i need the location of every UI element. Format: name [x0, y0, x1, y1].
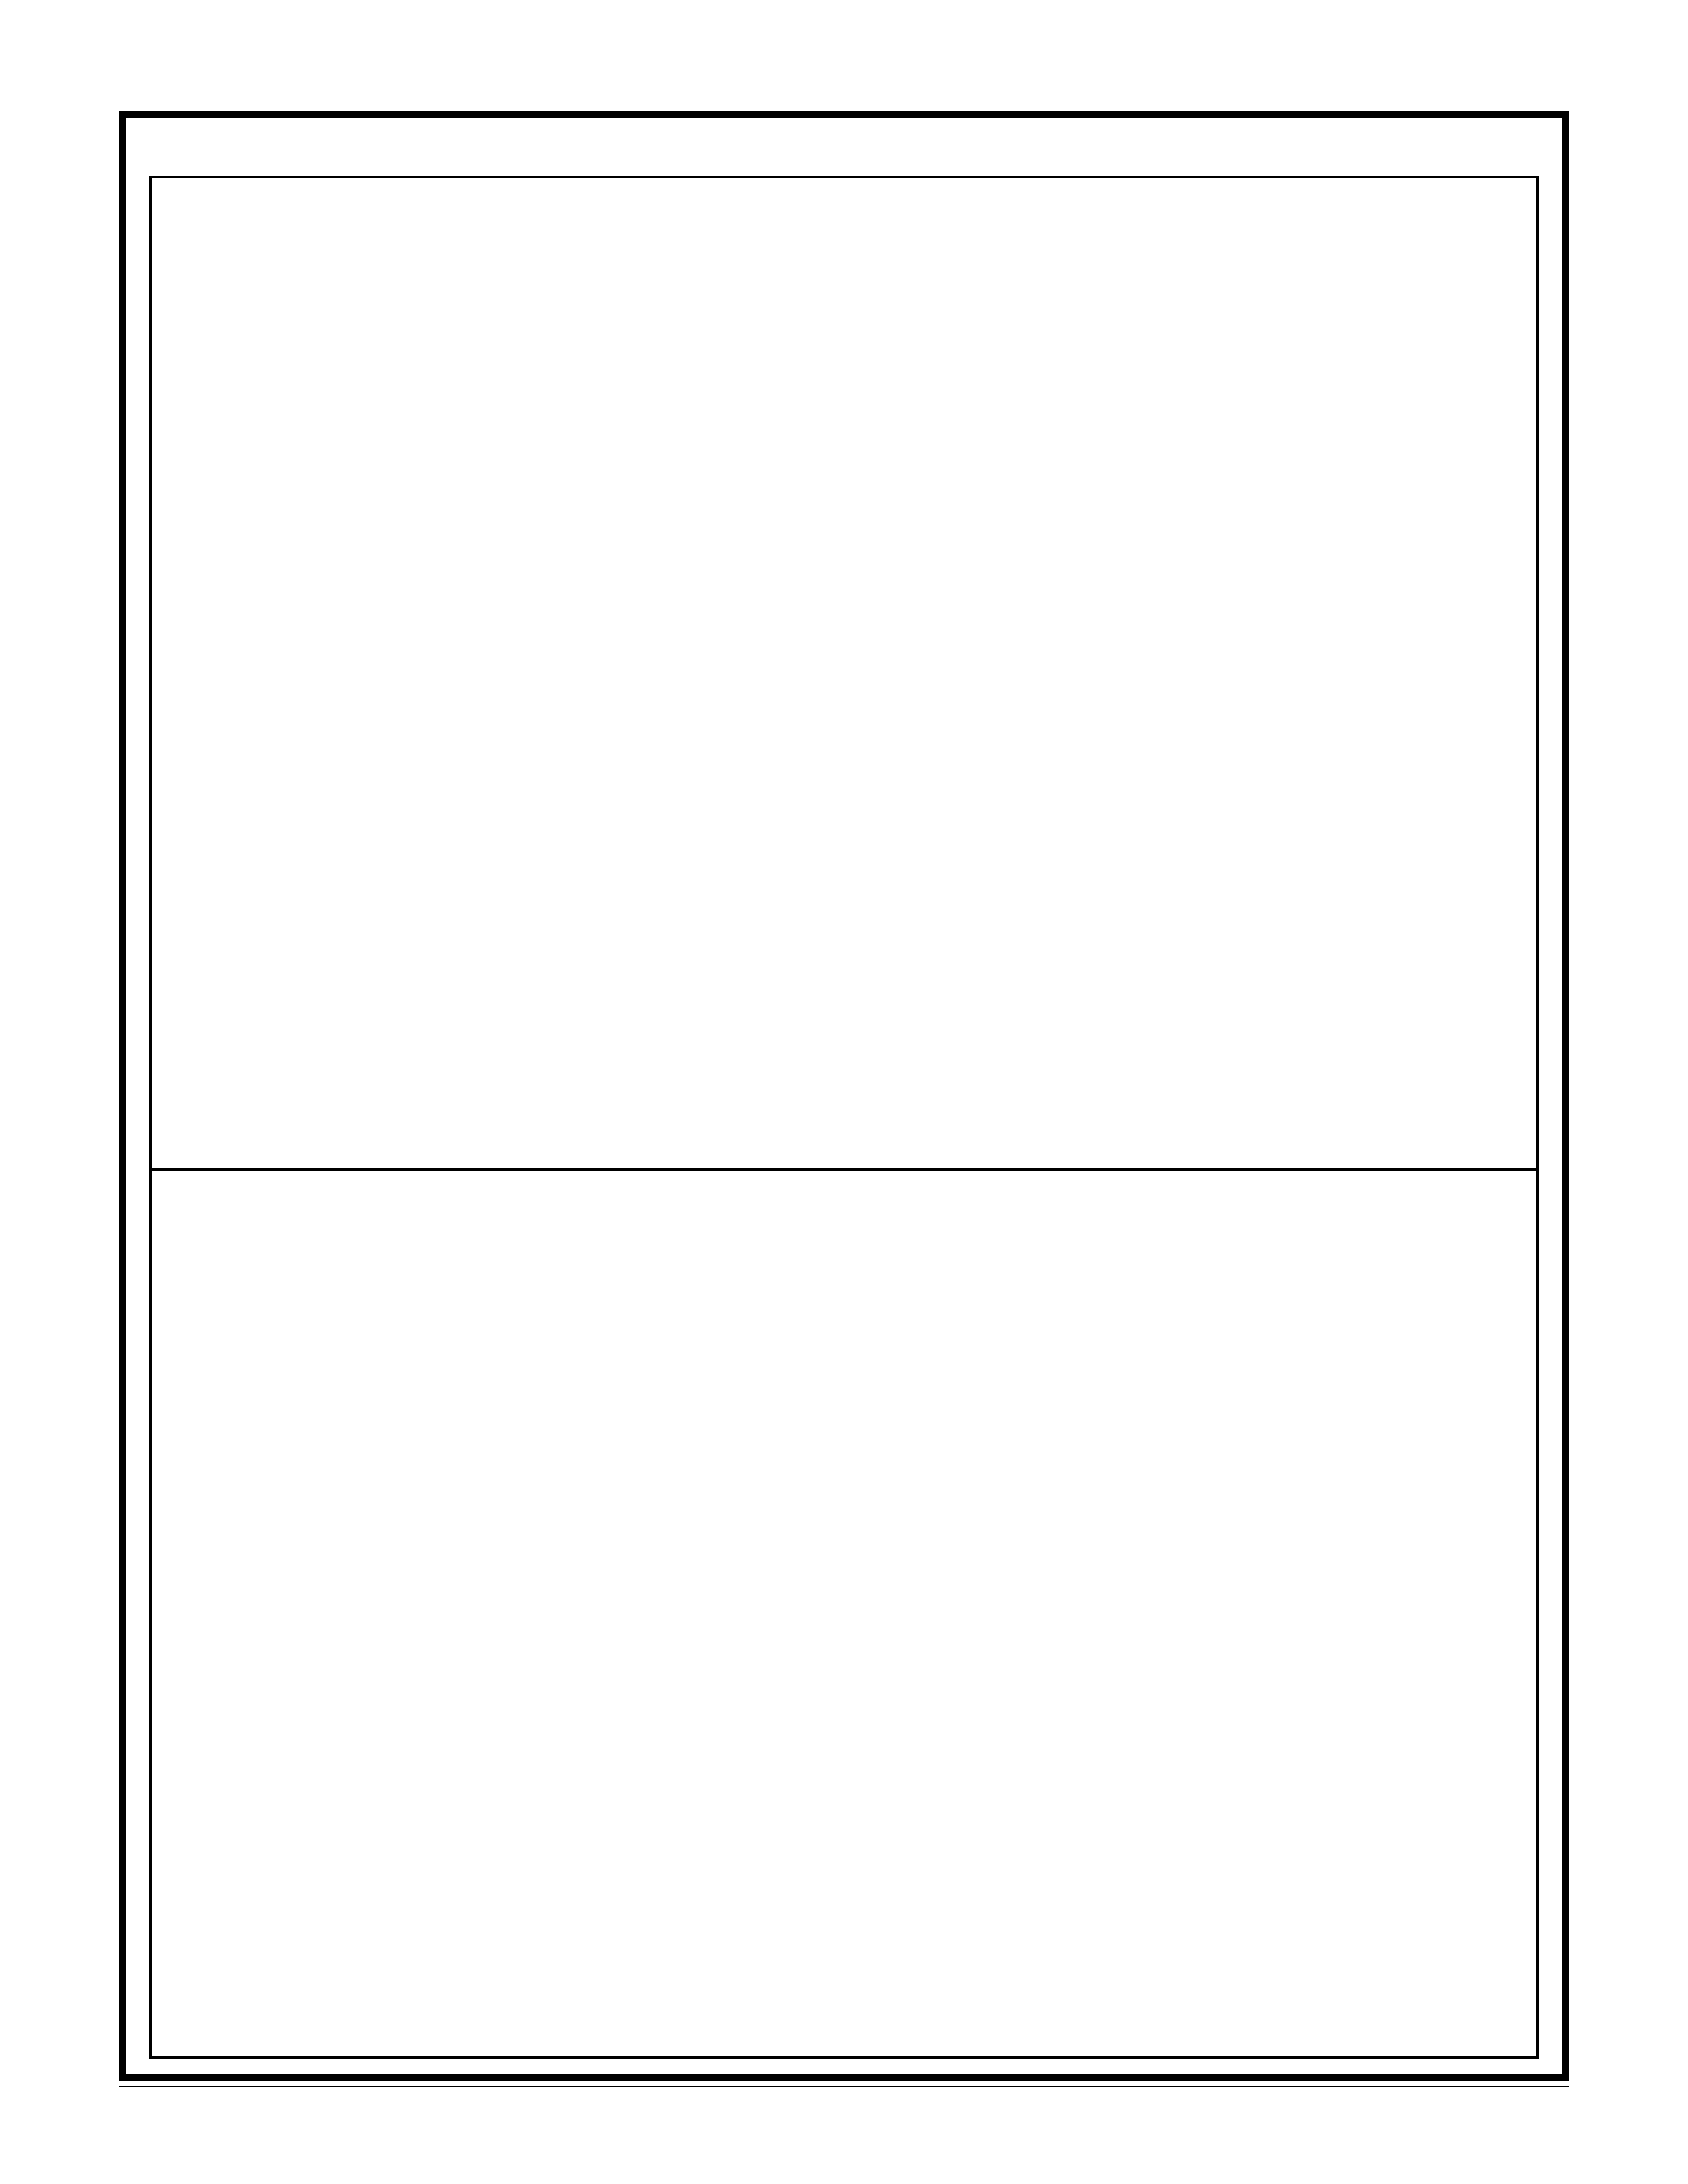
figure-2-note [166, 1550, 1522, 1575]
figures-container [149, 176, 1539, 2059]
wave-line-input [349, 1205, 1522, 1284]
figure-1 [152, 178, 1536, 1171]
wave-data-in [349, 206, 1522, 286]
page-footer [119, 2086, 1569, 2090]
text-columns [149, 137, 1539, 153]
column-1 [149, 137, 591, 153]
wave-data-out-bar [349, 1443, 1522, 1522]
page-border [119, 111, 1569, 2081]
column-3 [1097, 137, 1539, 153]
wave-line-output [349, 528, 1522, 608]
wave-data-out [349, 1324, 1522, 1403]
figure-2 [152, 1171, 1536, 2056]
column-2 [623, 137, 1064, 153]
wave-data-in-bar [349, 314, 1522, 393]
wave-inhibit [349, 421, 1522, 500]
